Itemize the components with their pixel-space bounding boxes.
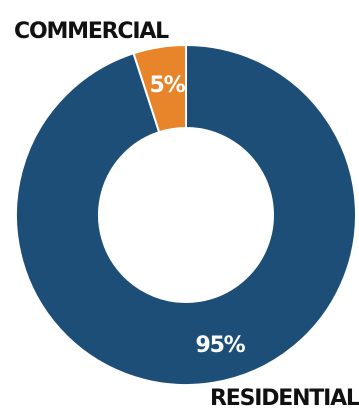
category-label-commercial: COMMERCIAL [14,19,169,44]
data-label-commercial: 5% [150,73,186,98]
category-label-residential: RESIDENTIAL [210,386,359,411]
slice-residential [15,43,357,386]
donut-slices [15,43,357,386]
data-label-residential: 95% [195,333,245,358]
